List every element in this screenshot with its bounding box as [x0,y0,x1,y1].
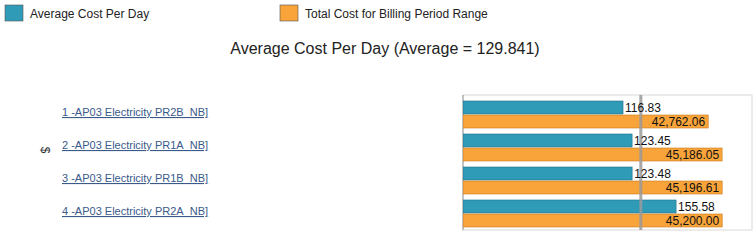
legend-label: Average Cost Per Day [30,7,149,21]
legend-label: Total Cost for Billing Period Range [305,7,488,21]
legend-swatch [5,5,23,21]
bar [463,115,708,128]
bar [463,214,722,227]
data-label: 155.58 [678,200,715,214]
data-label: 45,200.00 [666,214,720,228]
data-label: 123.45 [634,134,671,148]
labels: 1 -AP03 Electricity PR2B_NB] 116.8342,762… [62,101,720,228]
bar [463,148,722,161]
bar [463,167,632,180]
data-label: 42,762.06 [652,115,706,129]
plot-frame [463,95,752,230]
category-label: 3 -AP03 Electricity PR1B_NB] [62,172,208,184]
chart: Average Cost Per Day Total Cost for Billi… [0,0,754,235]
bar [463,200,676,213]
axis-label: $ [38,147,52,154]
bar [463,181,722,194]
title: Average Cost Per Day (Average = 129.841) [230,40,539,57]
bars [463,95,722,230]
data-label: 116.83 [625,101,661,115]
category-label: 2 -AP03 Electricity PR1A_NB] [62,139,208,151]
data-label: 123.48 [634,167,671,181]
category-label: 4 -AP03 Electricity PR2A_NB] [62,205,208,217]
category-label: 1 -AP03 Electricity PR2B_NB] [62,106,208,118]
bar [463,101,623,114]
bar [463,134,632,147]
data-label: 45,196.61 [666,181,720,195]
average-line [639,95,642,230]
legend-swatch [280,5,298,21]
data-label: 45,186.05 [666,148,720,162]
